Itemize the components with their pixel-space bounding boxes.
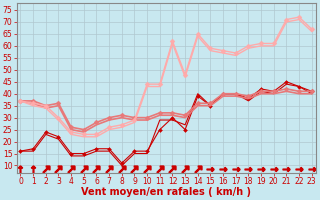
- X-axis label: Vent moyen/en rafales ( km/h ): Vent moyen/en rafales ( km/h ): [81, 187, 251, 197]
